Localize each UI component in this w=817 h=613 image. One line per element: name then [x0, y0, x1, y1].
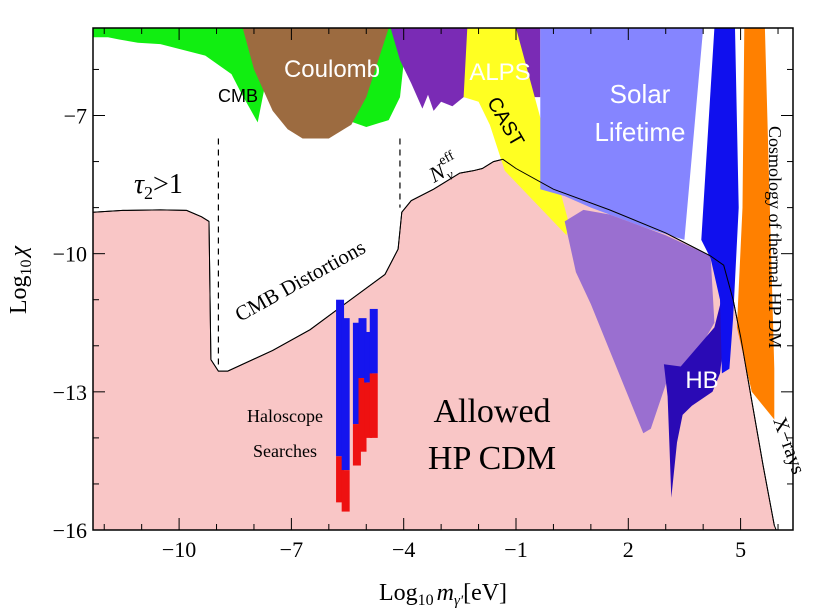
haloscope-bar-blue-4 [364, 331, 373, 383]
region-solar-overlap [564, 209, 715, 434]
region-cmb [93, 28, 277, 123]
x-tick-label-0: −10 [162, 537, 196, 562]
y-axis-title: Log10χ [6, 244, 35, 314]
dashed-lines-layer [217, 138, 401, 369]
allowed-boundary-line [93, 158, 775, 526]
haloscope-bars-layer [336, 299, 378, 512]
region-cosmology [736, 28, 775, 420]
label-alps: ALPS [469, 59, 530, 86]
haloscope-bar-red-0 [336, 456, 345, 503]
label-haloscope: Haloscope [247, 406, 323, 426]
region-hb [663, 290, 726, 498]
ticks-layer: −10 −7 −4 −1 2 5 −7 −10 −13 −16 [53, 28, 793, 562]
haloscope-bar-red-2 [352, 424, 361, 466]
haloscope-bar-blue-2 [352, 322, 361, 425]
label-lifetime: Lifetime [594, 117, 685, 147]
label-searches: Searches [253, 441, 317, 461]
regions-layer [93, 28, 777, 530]
haloscope-bar-red-5 [369, 373, 378, 438]
haloscope-bar-red-3 [358, 378, 367, 452]
plot-frame [92, 27, 794, 531]
x-tick-label-5: 5 [735, 537, 746, 562]
label-allowed: Allowed [433, 393, 550, 430]
region-solar [540, 28, 704, 240]
x-tick-label-1: −7 [280, 537, 303, 562]
label-hb: HB [685, 367, 718, 394]
label-cosmology: Cosmology of thermal HP DM [765, 126, 785, 348]
haloscope-bar-red-4 [364, 382, 373, 438]
x-axis-title: Log10 mγ'[eV] [379, 580, 507, 609]
label-cmb: CMB [218, 86, 258, 106]
y-tick-label-3: −16 [53, 518, 87, 543]
haloscope-bar-blue-5 [369, 308, 378, 374]
region-coulomb [242, 28, 389, 139]
label-tau: τ2>1 [134, 169, 183, 203]
label-coulomb: Coulomb [284, 56, 380, 83]
haloscope-bar-blue-3 [358, 318, 367, 379]
haloscope-bar-blue-1 [341, 318, 350, 471]
label-hp-cdm: HP CDM [428, 440, 556, 477]
haloscope-bar-red-1 [341, 470, 350, 512]
y-tick-label-0: −7 [64, 104, 87, 129]
x-tick-label-4: 2 [623, 537, 634, 562]
haloscope-bar-blue-0 [336, 299, 345, 457]
x-tick-label-2: −4 [392, 537, 415, 562]
y-tick-label-1: −10 [53, 242, 87, 267]
label-solar: Solar [610, 79, 671, 109]
x-tick-label-3: −1 [504, 537, 527, 562]
y-tick-label-2: −13 [53, 380, 87, 405]
